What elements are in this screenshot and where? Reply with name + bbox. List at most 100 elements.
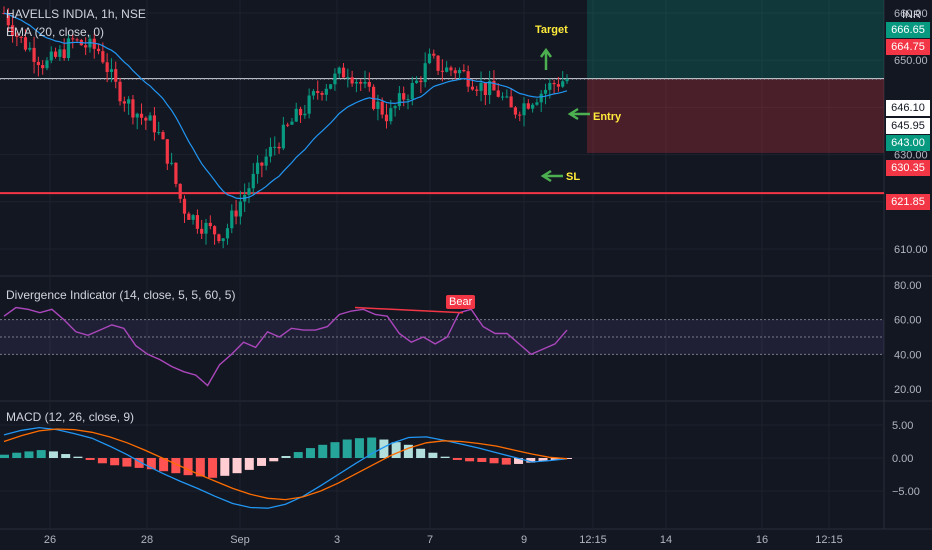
target-zone [587,0,884,79]
candle-body [144,117,148,121]
candle-body [165,139,169,164]
time-axis-label: Sep [230,534,250,546]
candle-body [212,226,217,235]
macd-tick-label: 5.00 [892,420,913,432]
candle-body [290,121,294,125]
macd-histogram-bar [379,439,389,458]
candle-body [234,210,238,217]
price-tag-last: 645.95 [886,118,930,134]
macd-histogram-bar [489,458,499,464]
candle-body [294,108,298,122]
candle-body [45,60,49,69]
macd-tick-label: −5.00 [892,486,920,498]
target-arrow-icon [539,47,553,70]
macd-histogram-bar [61,454,71,458]
divergence-line [3,306,568,387]
price-tick-label: 610.00 [894,244,928,256]
price-tag-support: 621.85 [886,194,930,210]
candle-body [307,95,311,114]
candle-body [135,113,139,118]
candle-body [453,70,457,74]
candle-body [457,69,462,74]
candle-body [475,89,479,91]
candle-body [376,101,380,109]
candle-body [170,162,174,164]
candle-body [32,47,36,62]
candle-body [423,63,427,83]
candle-body [367,81,371,87]
candle-body [53,51,58,57]
macd-histogram-bar [538,458,548,462]
divergence-tick-label: 20.00 [894,384,922,396]
macd-histogram-bar [24,451,34,458]
macd-histogram-bar [477,458,487,462]
macd-histogram-bar [403,444,413,458]
candle-body [449,67,453,71]
macd-histogram-bar [134,458,144,468]
macd-legend[interactable]: MACD (12, 26, close, 9) [6,410,135,424]
candle-body [397,93,401,107]
candle-body [561,81,565,87]
candle-body [174,162,178,184]
candle-body [513,107,518,115]
macd-histogram-bar [122,458,132,467]
candle-body [118,81,122,102]
candle-body [23,37,28,50]
candle-body [105,62,109,72]
candle-body [496,90,500,97]
candle-body [427,53,432,64]
macd-histogram-bar [85,458,95,460]
candle-body [419,80,423,83]
candle-body [372,86,376,109]
target-annotation: Target [535,24,568,36]
candle-body [389,108,393,122]
candle-body [509,96,513,108]
candle-body [505,96,509,98]
candle-body [531,104,535,109]
macd-histogram-bar [305,448,315,458]
candle-body [552,82,556,85]
candle-body [359,81,363,84]
macd-histogram-bar [501,458,511,465]
time-axis-label: 16 [756,534,768,546]
candle-body [363,81,367,84]
candle-body [114,69,118,82]
macd-histogram-bar [171,458,181,474]
candle-body [161,132,165,140]
sl-arrow-icon [540,169,563,183]
candle-body [518,114,522,116]
candle-body [96,48,101,52]
candle-body [281,124,285,149]
candle-body [66,38,71,59]
macd-histogram-bar [0,454,9,458]
candle-body [535,102,539,105]
candle-body [298,108,303,116]
candle-body [157,132,161,134]
candle-body [273,146,277,148]
candle-body [208,222,212,227]
candle-body [556,84,561,87]
sl-annotation: SL [566,171,581,183]
candle-body [311,91,316,96]
ema-legend[interactable]: EMA (20, close, 0) [6,25,105,39]
macd-histogram-bar [73,456,83,458]
candle-body [6,13,10,26]
price-tick-label: 650.00 [894,55,928,67]
stop-loss-zone [587,78,884,153]
candle-body [543,89,548,94]
price-tag-sl: 630.35 [886,160,930,176]
candle-body [483,82,487,96]
candle-body [414,80,419,83]
candle-body [548,82,552,90]
symbol-title[interactable]: HAVELLS INDIA, 1h, NSE [6,7,146,21]
candle-body [225,228,230,239]
candle-body [393,106,397,109]
candle-body [539,93,543,103]
candle-body [384,114,389,122]
candle-body [346,77,350,79]
bear-divergence-label: Bear [446,295,476,309]
time-axis-label: 12:15 [815,534,843,546]
currency-label[interactable]: INR [902,9,921,21]
divergence-legend[interactable]: Divergence Indicator (14, close, 5, 5, 6… [6,288,236,302]
